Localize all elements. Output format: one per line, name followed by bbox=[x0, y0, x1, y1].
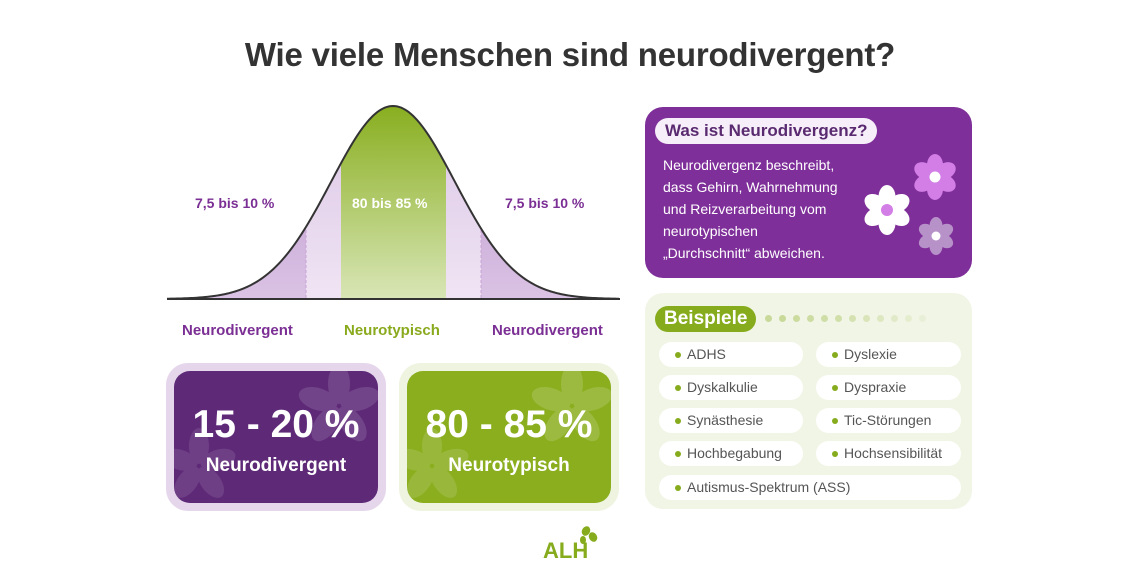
neurodivergent-stat-value: 15 - 20 % bbox=[192, 403, 360, 446]
right-axis-label: Neurodivergent bbox=[492, 322, 603, 339]
bell-curve-chart bbox=[160, 95, 620, 310]
bullet-icon bbox=[675, 352, 681, 358]
example-item: Dyspraxie bbox=[816, 375, 961, 400]
bullet-icon bbox=[675, 385, 681, 391]
alh-logo: ALH bbox=[543, 526, 598, 561]
logo-text: ALH bbox=[543, 538, 588, 561]
example-item: Hochsensibilität bbox=[816, 441, 961, 466]
left-tail-percentage: 7,5 bis 10 % bbox=[195, 195, 275, 211]
bullet-icon bbox=[675, 485, 681, 491]
bullet-icon bbox=[832, 352, 838, 358]
example-item: Dyskalkulie bbox=[659, 375, 803, 400]
dotted-divider bbox=[765, 315, 926, 322]
neurotypical-stat-card: 80 - 85 % Neurotypisch bbox=[399, 363, 619, 511]
flowers-icon bbox=[864, 154, 956, 255]
right-tail-percentage: 7,5 bis 10 % bbox=[505, 195, 585, 211]
example-item: Dyslexie bbox=[816, 342, 961, 367]
bullet-icon bbox=[675, 451, 681, 457]
neurodivergent-stat-card: 15 - 20 % Neurodivergent bbox=[166, 363, 386, 511]
definition-heading: Was ist Neurodivergenz? bbox=[655, 118, 878, 144]
example-item: ADHS bbox=[659, 342, 803, 367]
center-percentage: 80 bis 85 % bbox=[352, 195, 428, 211]
definition-text: Neurodivergenz beschreibt, dass Gehirn, … bbox=[663, 154, 883, 264]
center-axis-label: Neurotypisch bbox=[344, 322, 440, 339]
examples-card: Beispiele ADHS Dyslexie Dyskalkulie Dysp… bbox=[645, 293, 972, 509]
example-item: Hochbegabung bbox=[659, 441, 803, 466]
neurodivergent-stat-label: Neurodivergent bbox=[205, 455, 347, 476]
definition-line: und Reizverarbeitung vom bbox=[663, 201, 827, 217]
neurotypical-stat-label: Neurotypisch bbox=[448, 455, 570, 476]
definition-line: dass Gehirn, Wahrnehmung bbox=[663, 179, 838, 195]
definition-line: Neurodivergenz beschreibt, bbox=[663, 157, 835, 173]
flower-decoration-icon bbox=[531, 371, 611, 442]
flower-decoration-icon bbox=[174, 428, 236, 498]
neurotypical-stat-value: 80 - 85 % bbox=[425, 403, 593, 446]
example-item: Synästhesie bbox=[659, 408, 803, 433]
example-item: Tic-Störungen bbox=[816, 408, 961, 433]
flower-decoration-icon bbox=[407, 428, 469, 498]
definition-card: Was ist Neurodivergenz? Neurodivergenz b… bbox=[645, 107, 972, 278]
bell-curve-graphic bbox=[166, 104, 620, 300]
example-item: Autismus-Spektrum (ASS) bbox=[659, 475, 961, 500]
bullet-icon bbox=[675, 418, 681, 424]
examples-heading: Beispiele bbox=[655, 306, 757, 332]
definition-line: neurotypischen bbox=[663, 223, 758, 239]
left-axis-label: Neurodivergent bbox=[182, 322, 293, 339]
bullet-icon bbox=[832, 451, 838, 457]
bullet-icon bbox=[832, 418, 838, 424]
definition-line: „Durchschnitt“ abweichen. bbox=[663, 245, 825, 261]
page-title: Wie viele Menschen sind neurodivergent? bbox=[244, 36, 896, 73]
flower-decoration-icon bbox=[298, 371, 378, 442]
bullet-icon bbox=[832, 385, 838, 391]
